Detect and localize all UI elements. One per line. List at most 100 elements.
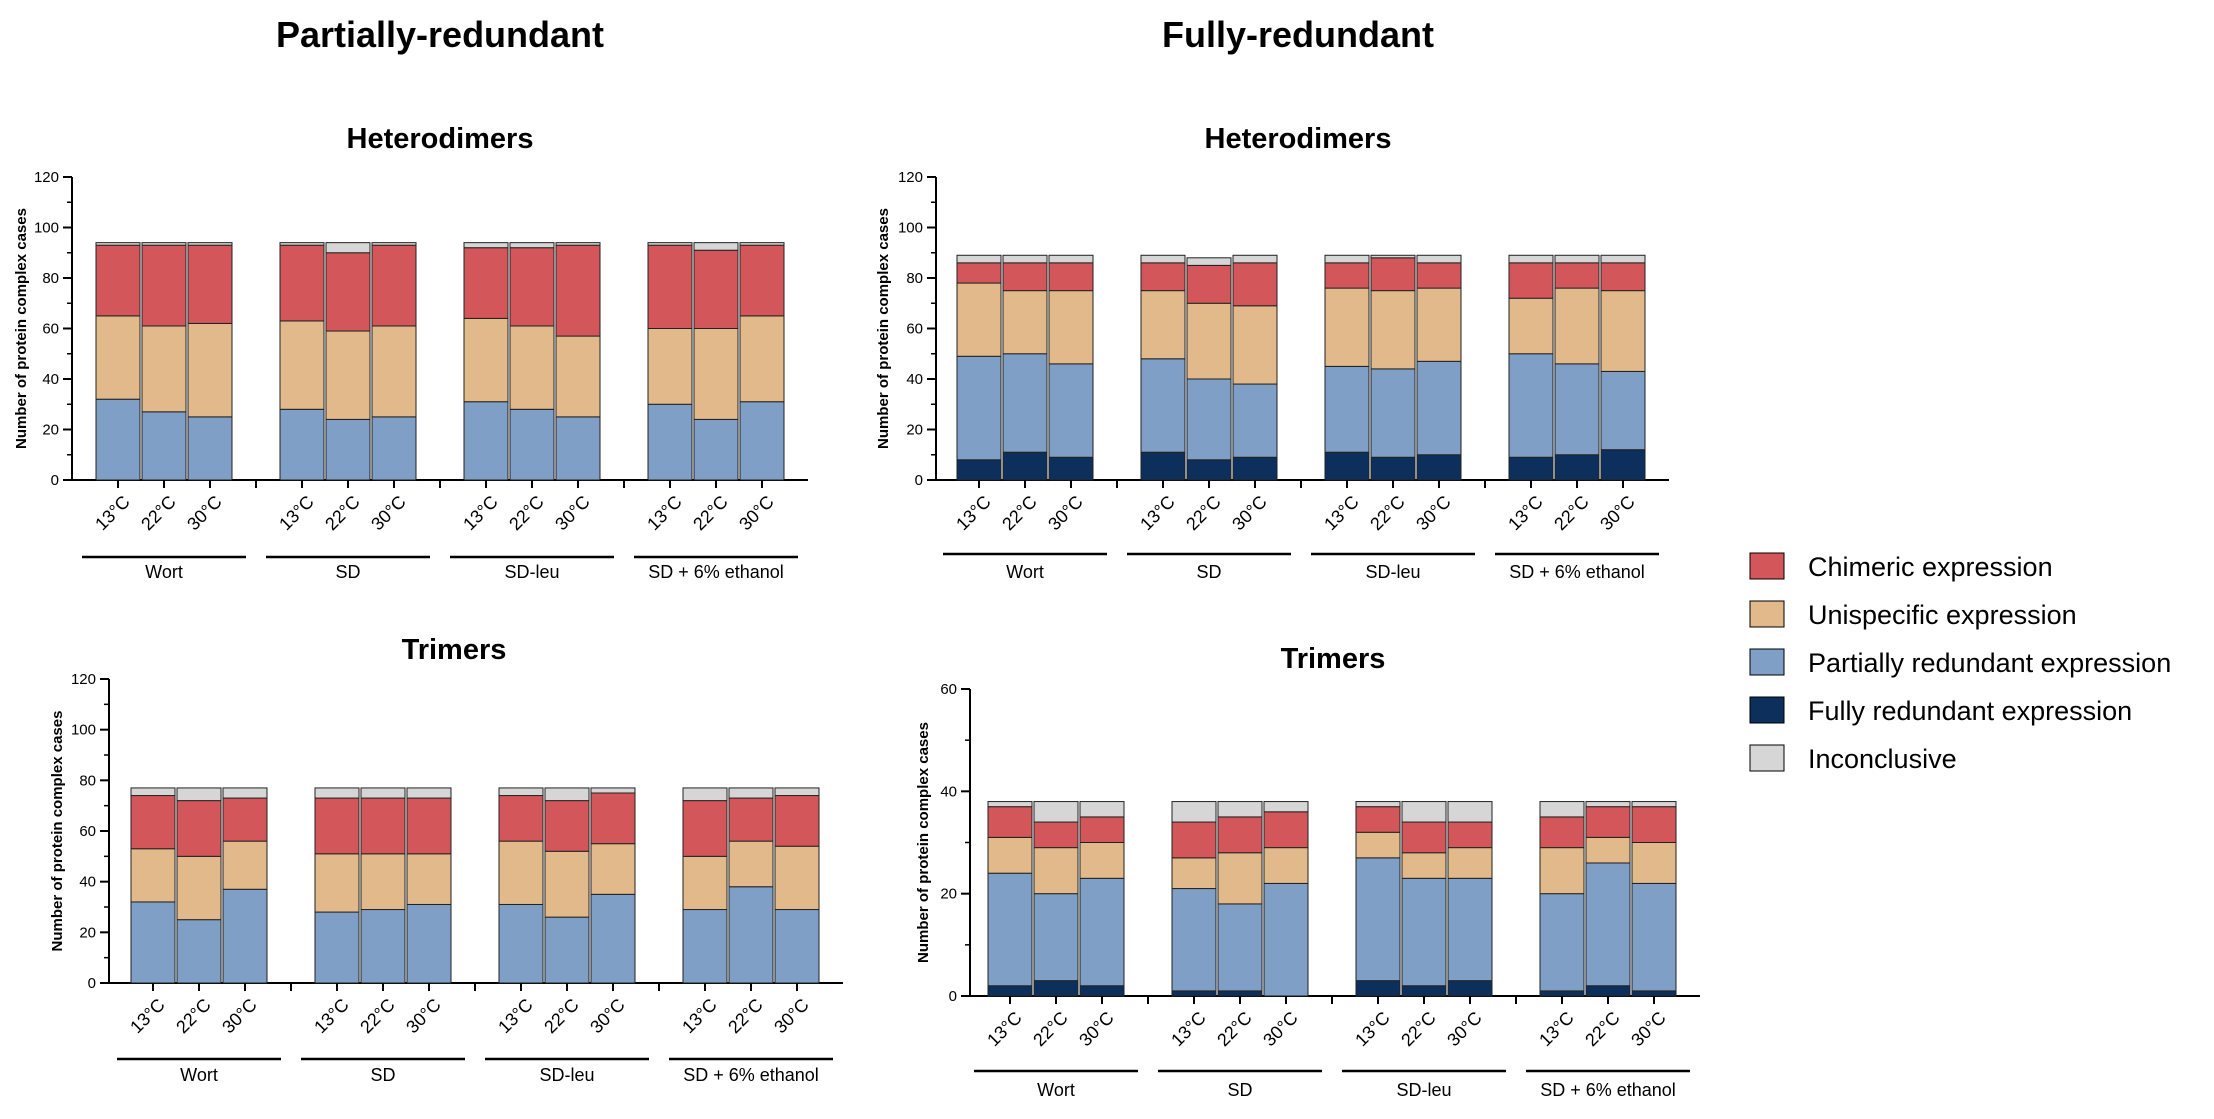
bar-segment — [956, 459, 1002, 481]
bar-segment — [544, 800, 590, 852]
bar-segment — [1508, 456, 1554, 481]
bar-segment — [279, 320, 325, 410]
bar-segment — [1263, 801, 1309, 813]
bar-segment — [1416, 262, 1462, 289]
bar-segment — [1186, 302, 1232, 380]
bar-segment — [1539, 893, 1585, 992]
section-title-partially-redundant: Partially-redundant — [276, 14, 604, 55]
x-tick-label: 22°C — [1581, 1008, 1624, 1051]
chart-title: Heterodimers — [1205, 123, 1392, 155]
bar-segment — [1554, 262, 1600, 289]
bar-segment — [1171, 857, 1217, 890]
bar-segment — [647, 328, 693, 405]
bar-segment — [1033, 847, 1079, 895]
x-tick-label: 22°C — [172, 995, 215, 1038]
x-tick-label: 22°C — [1029, 1008, 1072, 1051]
bar-segment — [1355, 831, 1401, 859]
bar-segment — [1370, 257, 1416, 292]
group-2: 13°C 22°C 30°C SD-leu — [1311, 254, 1486, 582]
bar-segment — [682, 787, 728, 802]
x-tick-label: 30°C — [367, 492, 410, 535]
x-tick-label: 13°C — [310, 995, 353, 1038]
x-tick-label: 13°C — [952, 492, 995, 535]
bar-segment — [555, 242, 601, 246]
bar-segment — [590, 792, 636, 845]
bar-segment — [176, 800, 222, 857]
legend-swatch — [1749, 648, 1785, 676]
bar-segment — [1171, 888, 1217, 992]
bar-segment — [1370, 254, 1416, 259]
x-tick-label: 22°C — [137, 492, 180, 535]
bar-segment — [463, 247, 509, 319]
group-label: SD — [1196, 562, 1221, 582]
x-tick-label: 30°C — [1075, 1008, 1118, 1051]
bar-segment — [1508, 262, 1554, 299]
y-tick-label: 40 — [79, 874, 96, 891]
bar-segment — [739, 401, 785, 481]
bar-segment — [1232, 383, 1278, 458]
x-tick-label: 13°C — [678, 995, 721, 1038]
bar-segment — [1355, 980, 1401, 997]
bar-segment — [325, 330, 371, 420]
bar-segment — [1401, 852, 1447, 879]
bar-segment — [1002, 254, 1048, 264]
bar-segment — [956, 254, 1002, 264]
bar-segment — [187, 242, 233, 246]
group-2: 13°C 22°C 30°C SD-leu — [1342, 801, 1517, 1100]
bar-segment — [1140, 358, 1186, 453]
bar-segment — [463, 317, 509, 403]
group-1: 13°C 22°C 30°C SD — [1127, 254, 1302, 582]
bar-segment — [728, 787, 774, 799]
x-tick-label: 30°C — [551, 492, 594, 535]
bar-segment — [1447, 980, 1493, 997]
bar-segment — [1554, 363, 1600, 456]
bar-segment — [1401, 821, 1447, 854]
bar-segment — [1002, 451, 1048, 481]
legend-item-inconclusive: Inconclusive — [1749, 744, 1957, 774]
bar-segment — [1355, 801, 1401, 808]
bar-segment — [1324, 365, 1370, 453]
legend-label: Inconclusive — [1808, 744, 1957, 774]
bar-segment — [1447, 801, 1493, 823]
bar-segment — [647, 244, 693, 329]
x-tick-label: 30°C — [1044, 492, 1087, 535]
y-tick-label: 80 — [79, 772, 96, 789]
x-tick-label: 22°C — [1213, 1008, 1256, 1051]
bar-segment — [774, 787, 820, 797]
bar-segment — [187, 416, 233, 481]
y-tick-label: 100 — [34, 220, 59, 237]
bar-segment — [509, 242, 555, 249]
bar-segment — [1370, 368, 1416, 458]
group-label: SD + 6% ethanol — [648, 562, 784, 582]
bar-segment — [1171, 990, 1217, 997]
bar-segment — [95, 398, 141, 481]
bar-segment — [1324, 287, 1370, 367]
bar-segment — [314, 853, 360, 913]
bar-segment — [1002, 353, 1048, 453]
bar-segment — [590, 787, 636, 794]
bar-segment — [360, 797, 406, 855]
bar-segment — [141, 242, 187, 246]
x-tick-label: 22°C — [998, 492, 1041, 535]
bar-segment — [544, 787, 590, 802]
bar-segment — [1539, 816, 1585, 849]
x-tick-label: 30°C — [1259, 1008, 1302, 1051]
bar-segment — [693, 249, 739, 330]
bar-segment — [1585, 801, 1631, 808]
y-tick-label: 120 — [898, 169, 923, 186]
bar-segment — [1186, 264, 1232, 304]
bar-segment — [279, 242, 325, 246]
bar-segment — [130, 795, 176, 850]
y-axis-label: Number of protein complex cases — [13, 208, 30, 449]
bar-segment — [371, 416, 417, 481]
bar-segment — [325, 242, 371, 254]
bar-segment — [1232, 456, 1278, 481]
bar-segment — [1079, 842, 1125, 879]
bar-segment — [1585, 862, 1631, 987]
bar-segment — [987, 806, 1033, 838]
bar-segment — [1232, 254, 1278, 264]
bar-segment — [774, 845, 820, 911]
group-label: SD-leu — [1365, 562, 1420, 582]
bar-segment — [141, 244, 187, 327]
group-1: 13°C 22°C 30°C SD — [301, 787, 476, 1085]
